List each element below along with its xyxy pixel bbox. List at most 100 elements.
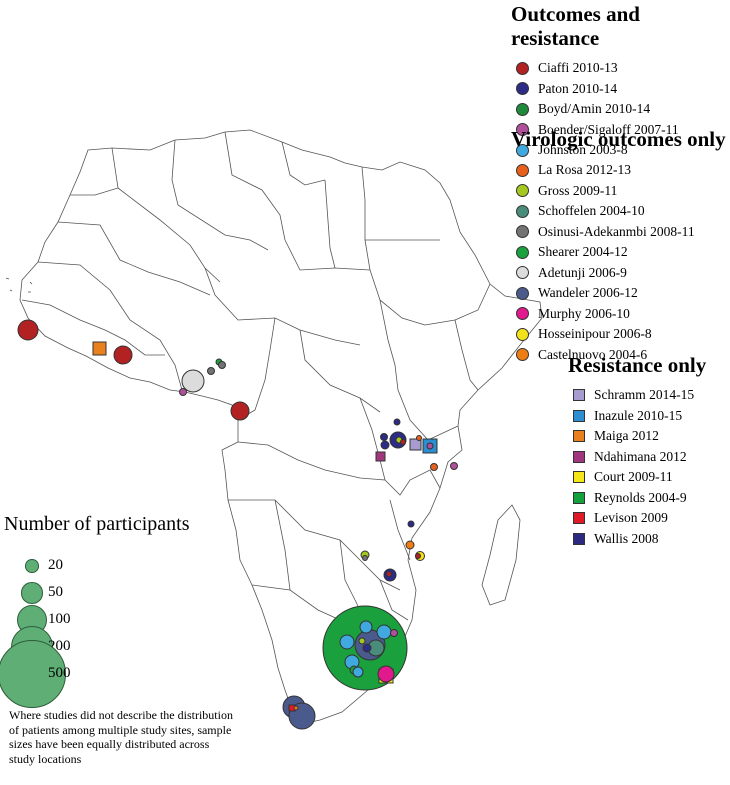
legend-item-label: Court 2009-11 bbox=[594, 469, 673, 485]
country-borders bbox=[5, 129, 543, 725]
legend-item: Ndahimana 2012 bbox=[573, 447, 706, 468]
marker-boender-nigeria bbox=[179, 388, 187, 396]
legend-item-label: Reynolds 2004-9 bbox=[594, 489, 687, 505]
legend-item: Ciaffi 2010-13 bbox=[516, 58, 730, 79]
circle-swatch-icon bbox=[516, 348, 529, 362]
marker-johnston-3 bbox=[376, 624, 392, 640]
circle-swatch-icon bbox=[516, 61, 529, 75]
size-legend-circle bbox=[25, 559, 39, 573]
legend-item: Schoffelen 2004-10 bbox=[516, 201, 726, 222]
legend-item-label: Schoffelen 2004-10 bbox=[538, 203, 645, 219]
marker-cape-orange bbox=[293, 705, 299, 711]
legend-item-label: Inazule 2010-15 bbox=[594, 407, 683, 423]
study-markers bbox=[17, 319, 458, 730]
legend-item-label: Johnston 2003-8 bbox=[538, 142, 628, 158]
size-legend-circle bbox=[0, 640, 66, 708]
marker-paton-uganda-2 bbox=[380, 433, 388, 441]
square-swatch-icon bbox=[573, 409, 585, 422]
square-swatch-icon bbox=[573, 512, 585, 525]
legend-item-label: Wallis 2008 bbox=[594, 530, 659, 546]
legend-item: Murphy 2006-10 bbox=[516, 304, 726, 325]
circle-swatch-icon bbox=[516, 102, 529, 116]
marker-boender-sa bbox=[390, 629, 398, 637]
legend-item: Reynolds 2004-9 bbox=[573, 488, 706, 509]
marker-ciaffi-cameroon bbox=[230, 401, 250, 421]
marker-johnston-1 bbox=[339, 634, 355, 650]
square-swatch-icon bbox=[573, 389, 585, 402]
marker-adetunji bbox=[181, 369, 205, 393]
legend-item: Inazule 2010-15 bbox=[573, 406, 706, 427]
circle-swatch-icon bbox=[516, 143, 529, 157]
marker-johnston-4 bbox=[359, 620, 373, 634]
marker-schramm bbox=[409, 438, 422, 451]
marker-paton-uganda-4 bbox=[393, 418, 401, 426]
legend-item-label: Gross 2009-11 bbox=[538, 182, 618, 198]
legend-item-label: Paton 2010-14 bbox=[538, 80, 618, 96]
square-swatch-icon bbox=[573, 532, 585, 545]
circle-swatch-icon bbox=[516, 266, 529, 280]
square-swatch-icon bbox=[573, 491, 585, 504]
legend-item-label: Wandeler 2006-12 bbox=[538, 285, 638, 301]
legend-item: Osinusi-Adekanmbi 2008-11 bbox=[516, 222, 726, 243]
circle-swatch-icon bbox=[516, 163, 529, 177]
circle-swatch-icon bbox=[516, 184, 529, 198]
size-legend-label: 20 bbox=[48, 557, 63, 573]
legend-item-label: Castelnuovo 2004-6 bbox=[538, 346, 648, 362]
legend-item: Levison 2009 bbox=[573, 508, 706, 529]
marker-uganda-orange bbox=[416, 435, 422, 441]
legend-title: Virologic outcomes only bbox=[511, 127, 726, 151]
marker-malawi-4 bbox=[415, 553, 421, 559]
legend-list: La Rosa 2012-13 Gross 2009-11 Schoffelen 2… bbox=[516, 160, 726, 365]
footnote: Where studies did not describe the distr… bbox=[9, 708, 233, 766]
legend-item-label: Osinusi-Adekanmbi 2008-11 bbox=[538, 223, 695, 239]
legend-item: Adetunji 2006-9 bbox=[516, 263, 726, 284]
marker-osinusi-3 bbox=[207, 367, 215, 375]
marker-johnston-5 bbox=[352, 666, 364, 678]
marker-ndahimana bbox=[375, 451, 386, 462]
square-swatch-icon bbox=[573, 430, 585, 443]
legend-virologic-outcomes: Virologic outcomes only La Rosa 2012-13 G… bbox=[511, 127, 726, 365]
size-legend-label: 50 bbox=[48, 584, 63, 600]
legend-item: Paton 2010-14 bbox=[516, 79, 730, 100]
marker-malawi-1 bbox=[407, 520, 415, 528]
marker-ciaffi-senegal bbox=[17, 319, 39, 341]
legend-item: La Rosa 2012-13 bbox=[516, 160, 726, 181]
legend-item: Shearer 2004-12 bbox=[516, 242, 726, 263]
legend-item: Johnston 2003-8 bbox=[516, 140, 730, 161]
marker-osinusi-2 bbox=[218, 361, 226, 369]
legend-item-label: Schramm 2014-15 bbox=[594, 387, 695, 403]
legend-item-label: Adetunji 2006-9 bbox=[538, 264, 627, 280]
circle-swatch-icon bbox=[516, 307, 529, 321]
legend-list: Schramm 2014-15 Inazule 2010-15 Maiga 2012… bbox=[573, 385, 706, 549]
legend-item-label: Murphy 2006-10 bbox=[538, 305, 630, 321]
marker-maiga bbox=[92, 341, 107, 356]
legend-item-label: Ciaffi 2010-13 bbox=[538, 60, 618, 76]
legend-item-label: Levison 2009 bbox=[594, 510, 668, 526]
legend-item: Castelnuovo 2004-6 bbox=[516, 345, 726, 366]
madagascar bbox=[481, 504, 521, 606]
marker-uganda-mix-2 bbox=[400, 439, 406, 445]
legend-item: Boyd/Amin 2010-14 bbox=[516, 99, 730, 120]
marker-gross-sa bbox=[358, 637, 366, 645]
size-legend-title: Number of participants bbox=[4, 513, 190, 535]
legend-item: Maiga 2012 bbox=[573, 426, 706, 447]
legend-item: Wandeler 2006-12 bbox=[516, 283, 726, 304]
marker-zimbabwe-2 bbox=[386, 571, 392, 577]
circle-swatch-icon bbox=[516, 204, 529, 218]
legend-list: Ciaffi 2010-13 Paton 2010-14 Boyd/Amin 201… bbox=[516, 58, 730, 161]
legend-item: Gross 2009-11 bbox=[516, 181, 726, 202]
circle-swatch-icon bbox=[516, 286, 529, 300]
marker-paton-uganda-3 bbox=[380, 440, 390, 450]
legend-item: Court 2009-11 bbox=[573, 467, 706, 488]
legend-resistance-only: Resistance only Schramm 2014-15 Inazule 2… bbox=[568, 353, 706, 549]
size-legend-label: 500 bbox=[48, 665, 71, 681]
circle-swatch-icon bbox=[516, 82, 529, 96]
legend-item: Boender/Sigaloff 2007-11 bbox=[516, 120, 730, 141]
square-swatch-icon bbox=[573, 471, 585, 484]
legend-title: Outcomes and resistance bbox=[511, 2, 640, 50]
size-legend: Number of participants 20 50 100 200 500 bbox=[0, 512, 190, 708]
legend-item-label: Shearer 2004-12 bbox=[538, 244, 628, 260]
circle-swatch-icon bbox=[516, 327, 529, 341]
legend-item: Hosseinipour 2006-8 bbox=[516, 324, 726, 345]
